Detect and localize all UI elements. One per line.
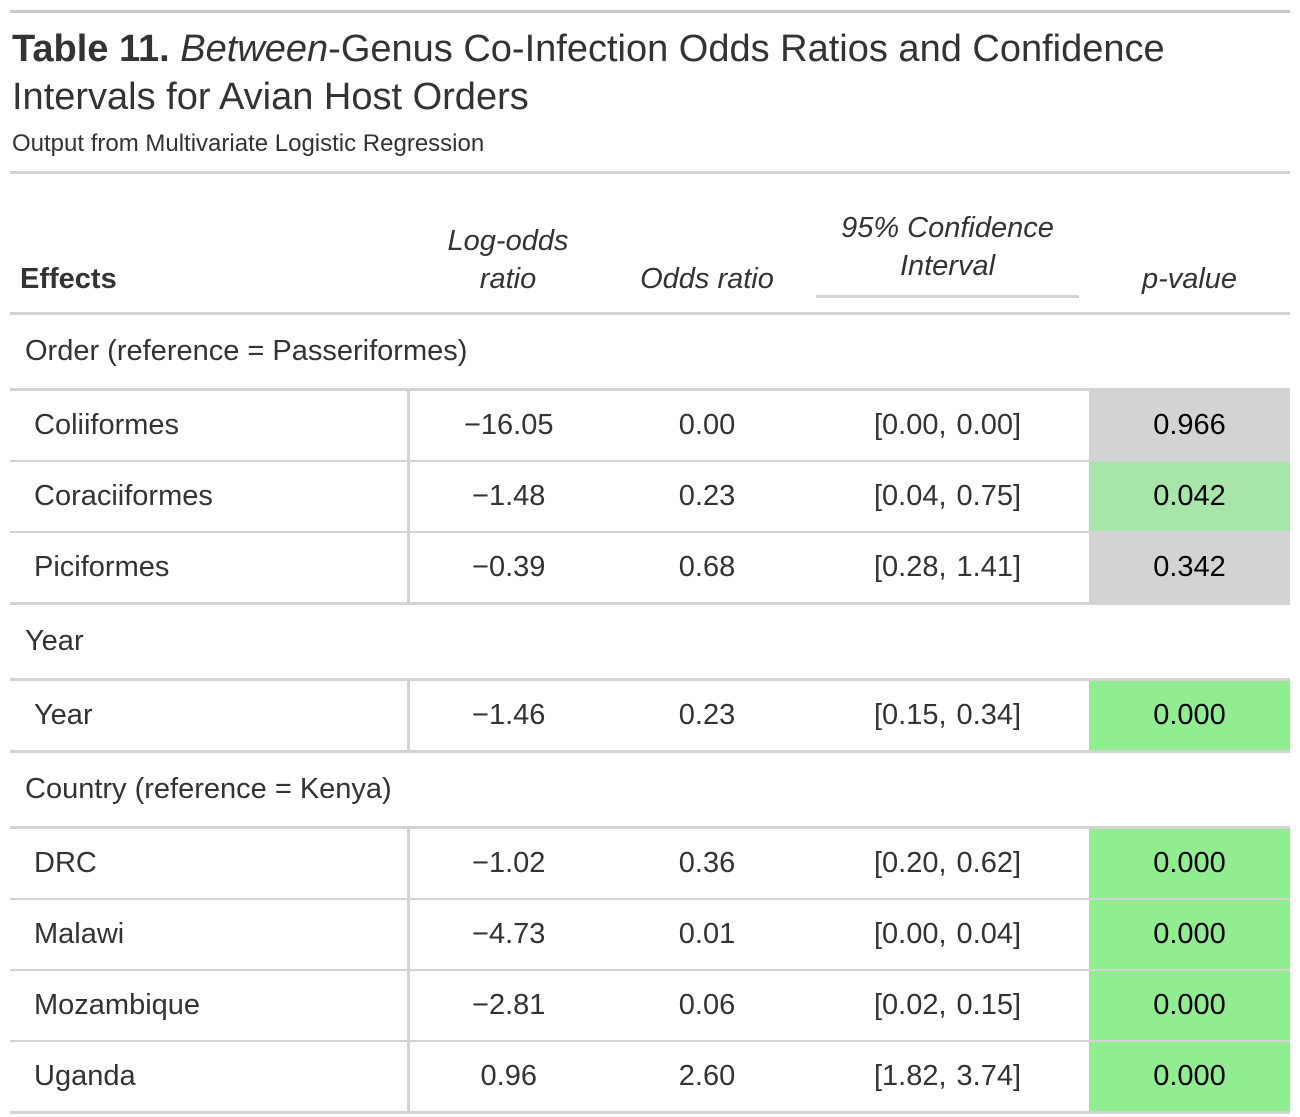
title-italic-word: Between: [180, 28, 329, 70]
group-label: Order (reference = Passeriformes): [10, 313, 1290, 391]
effect-cell: DRC: [10, 827, 410, 900]
header-ci-line1: 95% Confidence: [841, 212, 1054, 244]
header-p-value: p-value: [1089, 174, 1290, 315]
table-row: Year −1.46 0.23 [0.15, 0.34] 0.000: [10, 679, 1290, 753]
log-odds-cell: −4.73: [408, 899, 608, 971]
effect-cell: Malawi: [10, 899, 410, 971]
results-table: Effects Log-odds ratio Odds ratio 95% Co…: [10, 174, 1290, 1114]
effect-cell: Coliiformes: [10, 389, 410, 462]
ci-lower: [0.20,: [873, 847, 947, 879]
ci-upper: 0.62]: [956, 847, 1022, 879]
ci-cell: [0.15, 0.34]: [806, 679, 1089, 753]
header-row: Effects Log-odds ratio Odds ratio 95% Co…: [10, 174, 1290, 315]
odds-ratio-cell: 0.06: [608, 970, 806, 1042]
table-row: Uganda 0.96 2.60 [1.82, 3.74] 0.000: [10, 1041, 1290, 1114]
p-value-cell: 0.000: [1089, 679, 1290, 753]
table-container: Table 11. Between-Genus Co-Infection Odd…: [10, 10, 1290, 1114]
odds-ratio-cell: 0.23: [608, 461, 806, 533]
p-value-cell: 0.042: [1089, 461, 1290, 533]
table-row: Coraciiformes −1.48 0.23 [0.04, 0.75] 0.042: [10, 461, 1290, 533]
ci-cell: [1.82, 3.74]: [806, 1041, 1089, 1114]
group-row: Country (reference = Kenya): [10, 751, 1290, 829]
log-odds-cell: −16.05: [408, 389, 608, 462]
ci-cell: [0.00, 0.04]: [806, 899, 1089, 971]
log-odds-cell: −2.81: [408, 970, 608, 1042]
table-title: Table 11. Between-Genus Co-Infection Odd…: [10, 25, 1290, 121]
p-value-cell: 0.342: [1089, 532, 1290, 605]
p-value-cell: 0.000: [1089, 970, 1290, 1042]
odds-ratio-cell: 0.01: [608, 899, 806, 971]
effect-cell: Coraciiformes: [10, 461, 410, 533]
table-row: DRC −1.02 0.36 [0.20, 0.62] 0.000: [10, 827, 1290, 900]
ci-cell: [0.28, 1.41]: [806, 532, 1089, 605]
log-odds-cell: −0.39: [408, 532, 608, 605]
table-row: Piciformes −0.39 0.68 [0.28, 1.41] 0.342: [10, 532, 1290, 605]
ci-cell: [0.20, 0.62]: [806, 827, 1089, 900]
group-label: Country (reference = Kenya): [10, 751, 1290, 829]
ci-upper: 1.41]: [956, 551, 1022, 583]
table-row: Coliiformes −16.05 0.00 [0.00, 0.00] 0.966: [10, 389, 1290, 462]
effect-cell: Year: [10, 679, 410, 753]
odds-ratio-cell: 0.68: [608, 532, 806, 605]
log-odds-cell: −1.46: [408, 679, 608, 753]
ci-lower: [0.15,: [873, 699, 947, 731]
ci-lower: [0.00,: [873, 409, 947, 441]
header-ci-line2: Interval: [899, 250, 996, 282]
top-rule: [10, 10, 1290, 13]
table-label: Table 11.: [12, 28, 170, 70]
ci-lower: [0.28,: [873, 551, 947, 583]
ci-lower: [1.82,: [873, 1060, 947, 1092]
header-log-odds-line2: ratio: [479, 263, 537, 295]
ci-upper: 0.75]: [956, 480, 1022, 512]
ci-upper: 0.34]: [956, 699, 1022, 731]
odds-ratio-cell: 0.23: [608, 679, 806, 753]
effect-cell: Piciformes: [10, 532, 410, 605]
header-top-rule: [10, 171, 1290, 174]
odds-ratio-cell: 0.36: [608, 827, 806, 900]
group-label: Year: [10, 603, 1290, 681]
ci-upper: 0.00]: [956, 409, 1022, 441]
p-value-cell: 0.000: [1089, 1041, 1290, 1114]
table-body: Order (reference = Passeriformes) Coliifo…: [10, 313, 1290, 1114]
ci-cell: [0.02, 0.15]: [806, 970, 1089, 1042]
ci-lower: [0.00,: [873, 918, 947, 950]
group-row: Order (reference = Passeriformes): [10, 313, 1290, 391]
ci-cell: [0.04, 0.75]: [806, 461, 1089, 533]
title-line2: Intervals for Avian Host Orders: [12, 76, 529, 118]
log-odds-cell: −1.48: [408, 461, 608, 533]
ci-lower: [0.04,: [873, 480, 947, 512]
odds-ratio-cell: 0.00: [608, 389, 806, 462]
p-value-cell: 0.000: [1089, 827, 1290, 900]
effect-cell: Uganda: [10, 1041, 410, 1114]
table-row: Mozambique −2.81 0.06 [0.02, 0.15] 0.000: [10, 970, 1290, 1042]
header-effects: Effects: [10, 174, 408, 315]
ci-upper: 0.15]: [956, 989, 1022, 1021]
ci-spanner-label: 95% Confidence Interval: [816, 209, 1079, 298]
ci-cell: [0.00, 0.00]: [806, 389, 1089, 462]
effect-cell: Mozambique: [10, 970, 410, 1042]
table-subtitle: Output from Multivariate Logistic Regres…: [12, 130, 485, 157]
p-value-cell: 0.966: [1089, 389, 1290, 462]
header-log-odds-line1: Log-odds: [447, 225, 569, 257]
p-value-cell: 0.000: [1089, 899, 1290, 971]
header-confidence-interval: 95% Confidence Interval: [806, 174, 1089, 315]
odds-ratio-cell: 2.60: [608, 1041, 806, 1114]
ci-lower: [0.02,: [873, 989, 947, 1021]
table-row: Malawi −4.73 0.01 [0.00, 0.04] 0.000: [10, 899, 1290, 971]
ci-upper: 0.04]: [956, 918, 1022, 950]
log-odds-cell: −1.02: [408, 827, 608, 900]
ci-upper: 3.74]: [956, 1060, 1022, 1092]
title-rest-line1: -Genus Co-Infection Odds Ratios and Conf…: [328, 28, 1165, 70]
header-log-odds: Log-odds ratio: [408, 174, 608, 315]
log-odds-cell: 0.96: [408, 1041, 608, 1114]
header-odds-ratio: Odds ratio: [608, 174, 806, 315]
group-row: Year: [10, 603, 1290, 681]
